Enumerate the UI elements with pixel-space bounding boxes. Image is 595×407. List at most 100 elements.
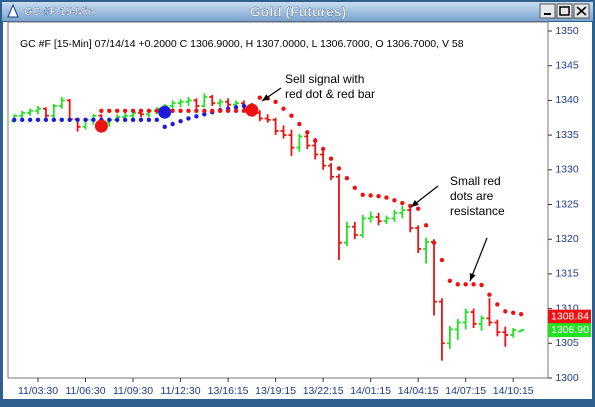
- indicator-dot: [186, 116, 191, 121]
- indicator-dot: [289, 113, 294, 118]
- indicator-dot: [75, 117, 80, 123]
- header-info: GC #F [15-Min] 07/14/14 +0.2000 C 1306.9…: [20, 38, 464, 50]
- indicator-dot: [202, 108, 207, 114]
- x-tick-label: 13/16:15: [208, 385, 249, 397]
- indicator-dot: [439, 257, 445, 263]
- indicator-dot: [122, 108, 128, 114]
- indicator-dot: [67, 117, 72, 123]
- indicator-dot: [170, 108, 175, 114]
- x-tick-label: 13/19:15: [255, 385, 296, 397]
- plot: 1300130513101315132013251330133513401345…: [11, 25, 591, 397]
- indicator-dot: [122, 117, 128, 123]
- indicator-dot: [503, 309, 508, 314]
- indicator-dot: [99, 108, 104, 114]
- indicator-dot: [154, 108, 160, 114]
- indicator-dot: [352, 185, 358, 191]
- indicator-dot: [154, 117, 160, 123]
- y-tick-label: 1305: [555, 337, 579, 349]
- y-tick-label: 1320: [555, 233, 579, 245]
- price-tag-label: 1306.90: [551, 324, 589, 336]
- minimize-button[interactable]: [539, 3, 556, 19]
- indicator-dot: [51, 117, 57, 123]
- indicator-dot: [455, 282, 460, 287]
- indicator-dot: [130, 108, 136, 114]
- y-tick-label: 1350: [555, 25, 579, 37]
- y-tick-label: 1300: [555, 372, 579, 384]
- indicator-dot: [217, 108, 223, 114]
- close-icon: [576, 6, 587, 16]
- indicator-dot: [423, 223, 429, 228]
- indicator-dot: [447, 278, 453, 284]
- window-title: GC #F 15-Min: [24, 6, 95, 18]
- indicator-dot: [186, 108, 191, 114]
- x-tick-label: 14/07:15: [445, 385, 486, 397]
- y-tick-label: 1335: [555, 129, 579, 141]
- y-tick-label: 1345: [555, 60, 579, 72]
- indicator-dot: [313, 138, 318, 143]
- indicator-dot: [320, 146, 326, 152]
- indicator-dot: [241, 108, 247, 114]
- annotation-text: red dot & red bar: [285, 87, 375, 101]
- indicator-dot: [336, 166, 342, 171]
- indicator-dot: [431, 240, 437, 245]
- indicator-dot: [19, 117, 25, 123]
- price-tag: [548, 323, 591, 338]
- x-tick-label: 14/04:15: [398, 385, 439, 397]
- indicator-dot: [35, 117, 41, 123]
- chart-title: Gold (Futures): [250, 4, 346, 20]
- indicator-dot: [328, 156, 334, 161]
- indicator-dot: [463, 282, 468, 287]
- signal-dot: [245, 103, 259, 117]
- arrow-head: [469, 273, 476, 281]
- indicator-dot: [170, 121, 175, 127]
- indicator-dot: [241, 103, 247, 109]
- annotation-text: resistance: [450, 204, 505, 218]
- indicator-dot: [115, 117, 120, 123]
- indicator-dot: [178, 119, 183, 124]
- indicator-dot: [384, 195, 389, 200]
- x-tick-label: 11/06:30: [65, 385, 105, 397]
- indicator-dot: [368, 193, 373, 198]
- indicator-dot: [495, 302, 500, 307]
- y-tick-label: 1330: [555, 164, 579, 176]
- annotation-text: Small red: [450, 174, 501, 188]
- indicator-dot: [479, 282, 484, 288]
- signal-dot: [94, 119, 108, 133]
- indicator-dot: [273, 99, 278, 105]
- indicator-dot: [178, 108, 183, 114]
- app-icon: [7, 3, 19, 18]
- plot-area: [7, 21, 549, 379]
- x-tick-label: 13/22:15: [303, 385, 344, 397]
- indicator-dot: [487, 292, 492, 297]
- indicator-dot: [27, 117, 33, 123]
- indicator-dot: [518, 311, 524, 317]
- indicator-dot: [305, 130, 310, 135]
- price-tag-label: 1308.84: [551, 310, 589, 322]
- indicator-dot: [194, 114, 199, 119]
- x-tick-label: 11/09:30: [113, 385, 153, 397]
- indicator-dot: [257, 95, 262, 100]
- annotation-text: Sell signal with: [285, 72, 364, 86]
- indicator-dot: [376, 193, 381, 199]
- indicator-dot: [344, 175, 350, 181]
- price-tag: [548, 309, 591, 324]
- x-tick-label: 11/03:30: [18, 385, 58, 397]
- title-bar: [2, 2, 593, 21]
- indicator-dot: [281, 106, 286, 111]
- indicator-dot: [162, 124, 167, 129]
- indicator-dot: [130, 117, 136, 123]
- indicator-dot: [138, 108, 144, 114]
- indicator-dot: [83, 117, 88, 123]
- indicator-dot: [210, 108, 215, 114]
- indicator-dot: [138, 117, 144, 123]
- indicator-dot: [91, 117, 96, 123]
- indicator-dot: [392, 198, 397, 203]
- signal-dot: [158, 105, 172, 119]
- indicator-dot: [511, 310, 516, 315]
- annotation-text: dots are: [450, 189, 494, 203]
- indicator-dot: [107, 117, 112, 123]
- y-tick-label: 1315: [555, 268, 579, 280]
- indicator-dot: [12, 117, 17, 123]
- indicator-dot: [43, 117, 49, 123]
